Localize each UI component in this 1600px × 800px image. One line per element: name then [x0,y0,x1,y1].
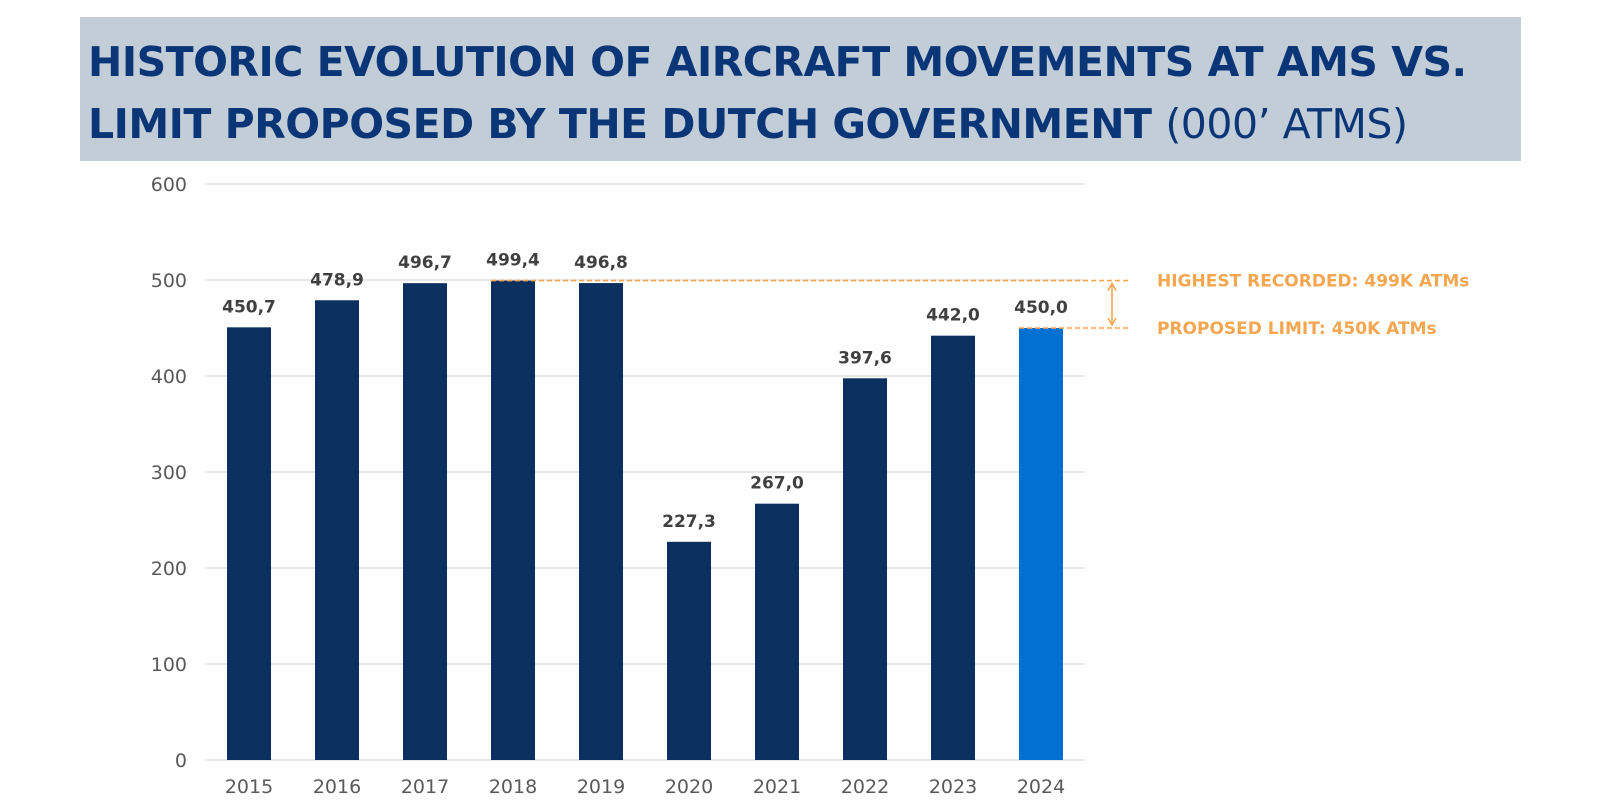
x-tick-label-2024: 2024 [1017,776,1065,798]
title-banner: HISTORIC EVOLUTION OF AIRCRAFT MOVEMENTS… [80,17,1521,161]
x-tick-label-2019: 2019 [577,776,625,798]
gap-arrow-head-top [1107,281,1117,291]
bar-2024 [1019,328,1063,760]
x-tick-label-2021: 2021 [753,776,801,798]
x-tick-label-2017: 2017 [401,776,449,798]
chart-title-main: LIMIT PROPOSED BY THE DUTCH GOVERNMENT [88,100,1152,148]
y-tick-label-300: 300 [151,462,187,484]
y-axis: 0 100 200 300 400 500 600 [151,174,187,772]
x-tick-label-2018: 2018 [489,776,537,798]
x-tick-label-2020: 2020 [665,776,713,798]
x-tick-label-2015: 2015 [225,776,273,798]
bar-2019 [579,283,623,760]
data-label-2017: 496,7 [398,253,452,273]
data-label-2020: 227,3 [662,512,716,532]
reference-label-1: PROPOSED LIMIT: 450K ATMs [1157,319,1437,339]
y-tick-label-200: 200 [151,558,187,580]
y-tick-label-0: 0 [175,750,187,772]
data-label-2021: 267,0 [750,474,804,494]
bar-2015 [227,327,271,760]
chart-title-line-2: LIMIT PROPOSED BY THE DUTCH GOVERNMENT (… [88,93,1521,155]
data-labels: 450,7 478,9 496,7 499,4 496,8 227,3 267,0 397,6… [222,251,1068,532]
x-axis: 2015 2016 2017 2018 2019 2020 2021 2022 2023 2024 [225,776,1065,798]
y-tick-label-600: 600 [151,174,187,196]
data-label-2023: 442,0 [926,306,980,326]
bars [227,280,1063,760]
x-tick-label-2023: 2023 [929,776,977,798]
data-label-2018: 499,4 [486,251,540,271]
data-label-2022: 397,6 [838,348,892,368]
x-tick-label-2016: 2016 [313,776,361,798]
reference-label-0: HIGHEST RECORDED: 499K ATMs [1157,272,1469,292]
y-tick-label-500: 500 [151,270,187,292]
bar-2021 [755,503,799,760]
data-label-2024: 450,0 [1014,298,1068,318]
bar-2016 [315,300,359,760]
gap-arrow-head-bottom [1107,317,1117,327]
reference-lines: HIGHEST RECORDED: 499K ATMs PROPOSED LIMI… [491,272,1469,339]
data-label-2015: 450,7 [222,297,276,317]
bar-2017 [403,283,447,760]
y-tick-label-400: 400 [151,366,187,388]
data-label-2016: 478,9 [310,270,364,290]
y-tick-label-100: 100 [151,654,187,676]
chart-title-line-1: HISTORIC EVOLUTION OF AIRCRAFT MOVEMENTS… [88,38,1467,86]
bar-2018 [491,280,535,760]
bar-2022 [843,378,887,760]
chart-title-unit: (000’ ATMS) [1165,100,1408,148]
x-tick-label-2022: 2022 [841,776,889,798]
bar-2023 [931,335,975,760]
bar-2020 [667,541,711,760]
data-label-2019: 496,8 [574,253,628,273]
